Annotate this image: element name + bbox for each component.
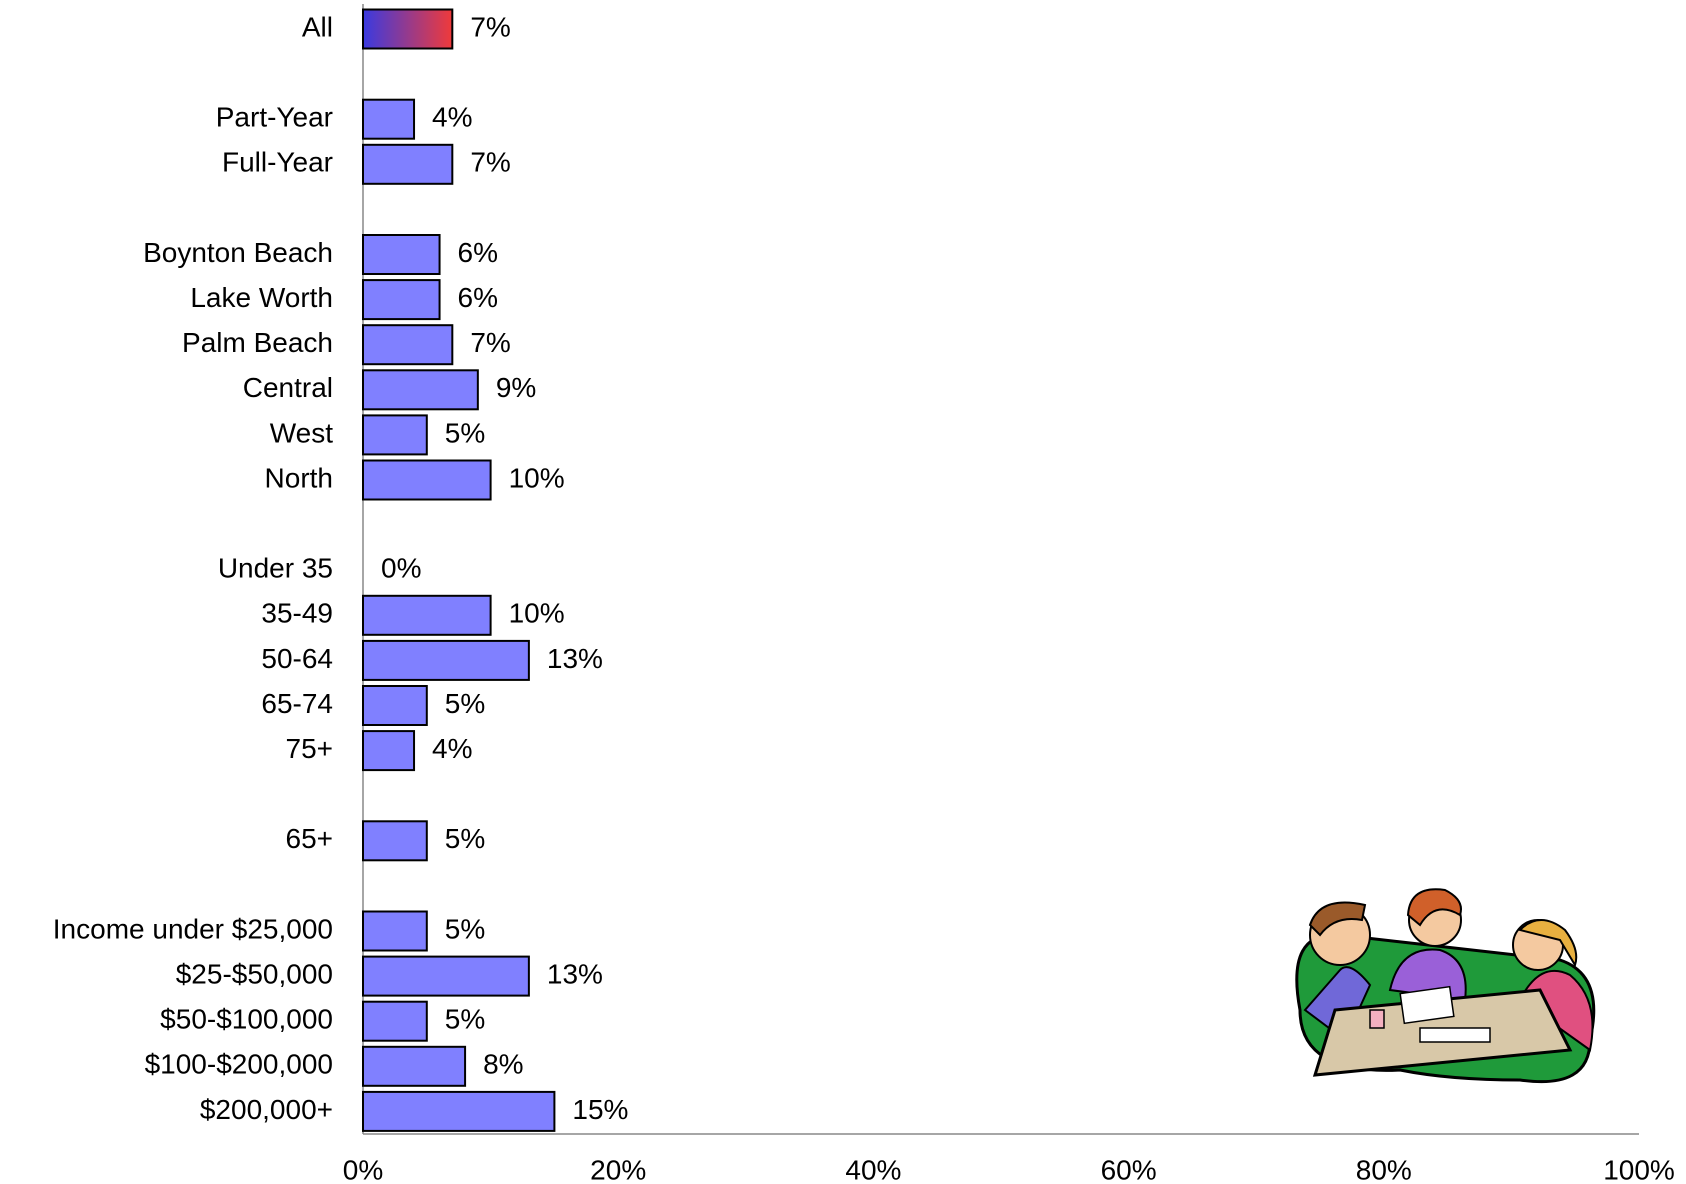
value-label: 7%: [470, 147, 510, 178]
value-label: 5%: [445, 688, 485, 719]
category-label: All: [302, 11, 333, 42]
category-label: 65+: [286, 823, 334, 854]
bar: [362, 639, 530, 681]
x-tick-label: 100%: [1603, 1154, 1675, 1184]
bar: [362, 910, 428, 952]
bar: [362, 414, 428, 456]
value-label: 5%: [445, 417, 485, 448]
bar: [362, 279, 441, 321]
bar: [362, 955, 530, 997]
category-label: 65-74: [261, 688, 333, 719]
value-label: 0%: [381, 553, 421, 584]
category-label: Full-Year: [222, 147, 333, 178]
bar: [362, 1045, 467, 1087]
category-label: 50-64: [261, 643, 333, 674]
bar: [362, 98, 416, 140]
bar: [362, 143, 454, 185]
value-label: 4%: [432, 733, 472, 764]
value-label: 10%: [509, 598, 565, 629]
category-label: West: [270, 417, 333, 448]
value-label: 7%: [470, 327, 510, 358]
x-tick-label: 60%: [1101, 1154, 1157, 1184]
value-label: 15%: [572, 1094, 628, 1125]
x-tick-label: 40%: [845, 1154, 901, 1184]
category-label: Income under $25,000: [53, 913, 333, 944]
category-label: Part-Year: [216, 102, 333, 133]
category-label: Central: [243, 372, 333, 403]
value-label: 8%: [483, 1049, 523, 1080]
category-label: $25-$50,000: [176, 958, 333, 989]
category-label: $100-$200,000: [145, 1049, 333, 1080]
value-label: 9%: [496, 372, 536, 403]
value-label: 6%: [458, 237, 498, 268]
value-label: 5%: [445, 913, 485, 944]
bar: [362, 730, 416, 772]
category-label: Lake Worth: [190, 282, 333, 313]
bar: [362, 820, 428, 862]
category-label: 75+: [286, 733, 334, 764]
value-label: 5%: [445, 823, 485, 854]
bar: [362, 594, 492, 636]
category-label: 35-49: [261, 598, 333, 629]
category-label: $200,000+: [200, 1094, 333, 1125]
bar: [362, 324, 454, 366]
x-tick-label: 80%: [1356, 1154, 1412, 1184]
bar: [362, 8, 454, 50]
value-label: 7%: [470, 11, 510, 42]
value-label: 13%: [547, 958, 603, 989]
category-label: $50-$100,000: [160, 1004, 333, 1035]
value-label: 4%: [432, 102, 472, 133]
bar: [362, 234, 441, 275]
category-label: North: [265, 462, 333, 493]
bar: [362, 685, 428, 726]
value-label: 5%: [445, 1004, 485, 1035]
category-label: Under 35: [218, 553, 333, 584]
bar: [362, 459, 492, 501]
clipart: [1295, 888, 1596, 1084]
bar: [362, 1090, 556, 1132]
bar: [362, 1000, 428, 1042]
x-tick-label: 20%: [590, 1154, 646, 1184]
value-label: 6%: [458, 282, 498, 313]
category-label: Boynton Beach: [143, 237, 333, 268]
value-label: 10%: [509, 462, 565, 493]
x-tick-label: 0%: [343, 1154, 383, 1184]
value-label: 13%: [547, 643, 603, 674]
category-label: Palm Beach: [182, 327, 333, 358]
bar: [362, 369, 479, 411]
